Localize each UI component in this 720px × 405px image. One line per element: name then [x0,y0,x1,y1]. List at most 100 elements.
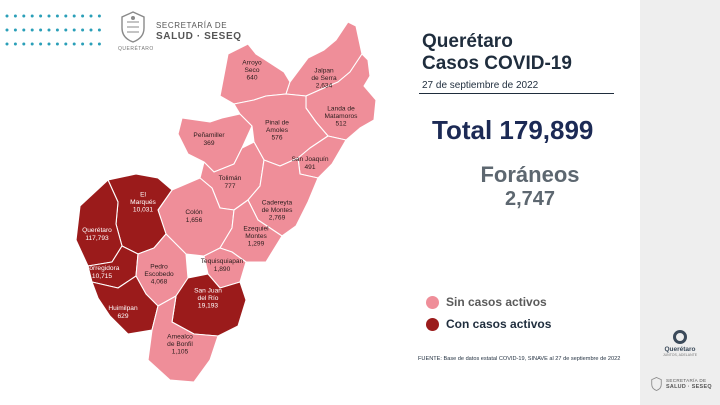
dot [89,14,93,18]
q-logo-text: Querétaro [664,346,696,353]
municipality-cases: 4,068 [151,279,168,286]
total-cases: Total 179,899 [432,115,594,145]
municipality-cases: 2,634 [316,83,333,90]
municipality-label-cadereyta-de-montes: Cadereyta de Montes 2,769 [262,199,293,221]
municipality-name-line: de Bonfil [167,341,193,348]
state-seal-small-icon [651,377,662,391]
dot [47,28,51,32]
dot [13,14,17,18]
municipality-cases: 576 [271,135,282,142]
dot [64,28,68,32]
municipality-label-landa-de-matamoros: Landa de Matamoros 512 [325,105,359,127]
municipality-cases: 10,715 [92,273,113,280]
municipality-label-pinal-de-amoles: Pinal de Amoles 576 [265,119,289,141]
municipality-name-line: Landa de [327,105,355,112]
municipality-cases: 1,656 [186,217,203,224]
logo-line-2: SALUD · SESEQ [156,31,242,42]
municipality-name-line: Matamoros [325,113,359,120]
municipality-cases: 640 [246,75,257,82]
municipality-name-line: de Montes [262,207,293,214]
dot [22,28,26,32]
municipality-cases: 1,105 [172,349,189,356]
foraneos-label: Foráneos [480,162,580,187]
municipality-label-huimilpan: Huimilpan 629 [108,305,138,320]
dot [89,42,93,46]
map-legend: Sin casos activos Con casos activos [426,293,551,337]
municipality-label-san-joaquin: San Joaquín 491 [291,156,328,171]
legend-swatch-no-active [426,295,439,309]
municipality-name-line: Corregidora [85,265,120,272]
municipality-name-line: Arroyo [242,59,262,66]
municipality-cases: 10,031 [133,207,154,214]
report-title-region: Querétaro [422,31,513,52]
municipality-name-line: Seco [244,67,259,74]
municipality-cases: 1,299 [248,241,265,248]
municipality-label-penamiller: Peñamiller 369 [193,132,225,147]
municipality-name-line: Amealco [167,333,193,340]
municipality-name-line: Amoles [266,127,289,134]
municipality-name-line: Escobedo [144,271,174,278]
dot [55,42,59,46]
dot [81,14,85,18]
q-logo-icon [673,330,687,344]
dot [5,42,9,46]
dot [30,14,34,18]
state-seal-icon [121,11,145,43]
dot [39,28,43,32]
dot [72,42,76,46]
side-logo-line-1: SECRETARÍA DE [666,378,707,383]
municipality-name-line: Querétaro [82,227,112,234]
dot [39,42,43,46]
dot [5,14,9,18]
municipality-cases: 491 [304,164,315,171]
dot [55,14,59,18]
municipality-name-line: Colón [185,209,203,216]
municipality-name-line: del Río [198,295,219,302]
dot [55,28,59,32]
dot [64,42,68,46]
dot [72,28,76,32]
municipality-name-line: El [140,191,146,198]
municipality-cases: 629 [117,313,128,320]
municipality-label-toliman: Tolimán 777 [219,175,242,190]
logo-line-3: QUERÉTARO [118,46,154,52]
queretaro-logo: Querétaro JUNTOS, ADELANTE [654,330,706,357]
dot [5,28,9,32]
legend-label-active: Con casos activos [446,317,552,331]
legend-label-no-active: Sin casos activos [446,295,547,309]
legend-item-no-active: Sin casos activos [426,293,551,311]
dot [97,42,101,46]
municipality-name-line: Huimilpan [108,305,138,312]
municipality-name-line: Jalpan [314,67,334,74]
municipality-cases: 512 [335,121,346,128]
foraneos-value: 2,747 [504,188,556,210]
municipality-name-line: Pinal de [265,119,289,126]
municipality-name-line: de Serra [311,75,337,82]
dot [81,28,85,32]
municipality-name-line: Tolimán [219,175,242,182]
municipality-label-ezequiel-montes: Ezequiel Montes 1,299 [243,225,269,247]
dot [13,42,17,46]
dot [22,42,26,46]
dot [47,14,51,18]
municipality-label-arroyo-seco: Arroyo Seco 640 [242,59,262,81]
municipality-cases: 2,769 [269,215,286,222]
municipality-name-line: Marqués [130,199,156,206]
dot [81,42,85,46]
municipality-name-line: Montes [245,233,267,240]
side-panel: Querétaro JUNTOS, ADELANTE SECRETARÍA DE… [640,0,720,405]
municipality-name-line: Peñamiller [193,132,225,139]
dot [30,42,34,46]
dot [39,14,43,18]
q-logo-subtext: JUNTOS, ADELANTE [662,353,698,357]
municipality-label-jalpan-de-serra: Jalpan de Serra 2,634 [311,67,337,89]
seseq-logo: SECRETARÍA DE SALUD · SESEQ QUERÉTARO [118,10,258,54]
data-source-note: FUENTE: Base de datos estatal COVID-19, … [418,356,621,362]
dot [97,28,101,32]
date-underline [419,93,614,94]
region-amealco-de-bonfil [147,295,219,383]
legend-item-active: Con casos activos [426,315,551,333]
side-logo-line-2: SALUD · SESEQ [666,384,712,390]
municipality-name-line: San Juan [194,287,222,294]
municipality-label-queretaro: Querétaro 117,793 [82,227,112,242]
